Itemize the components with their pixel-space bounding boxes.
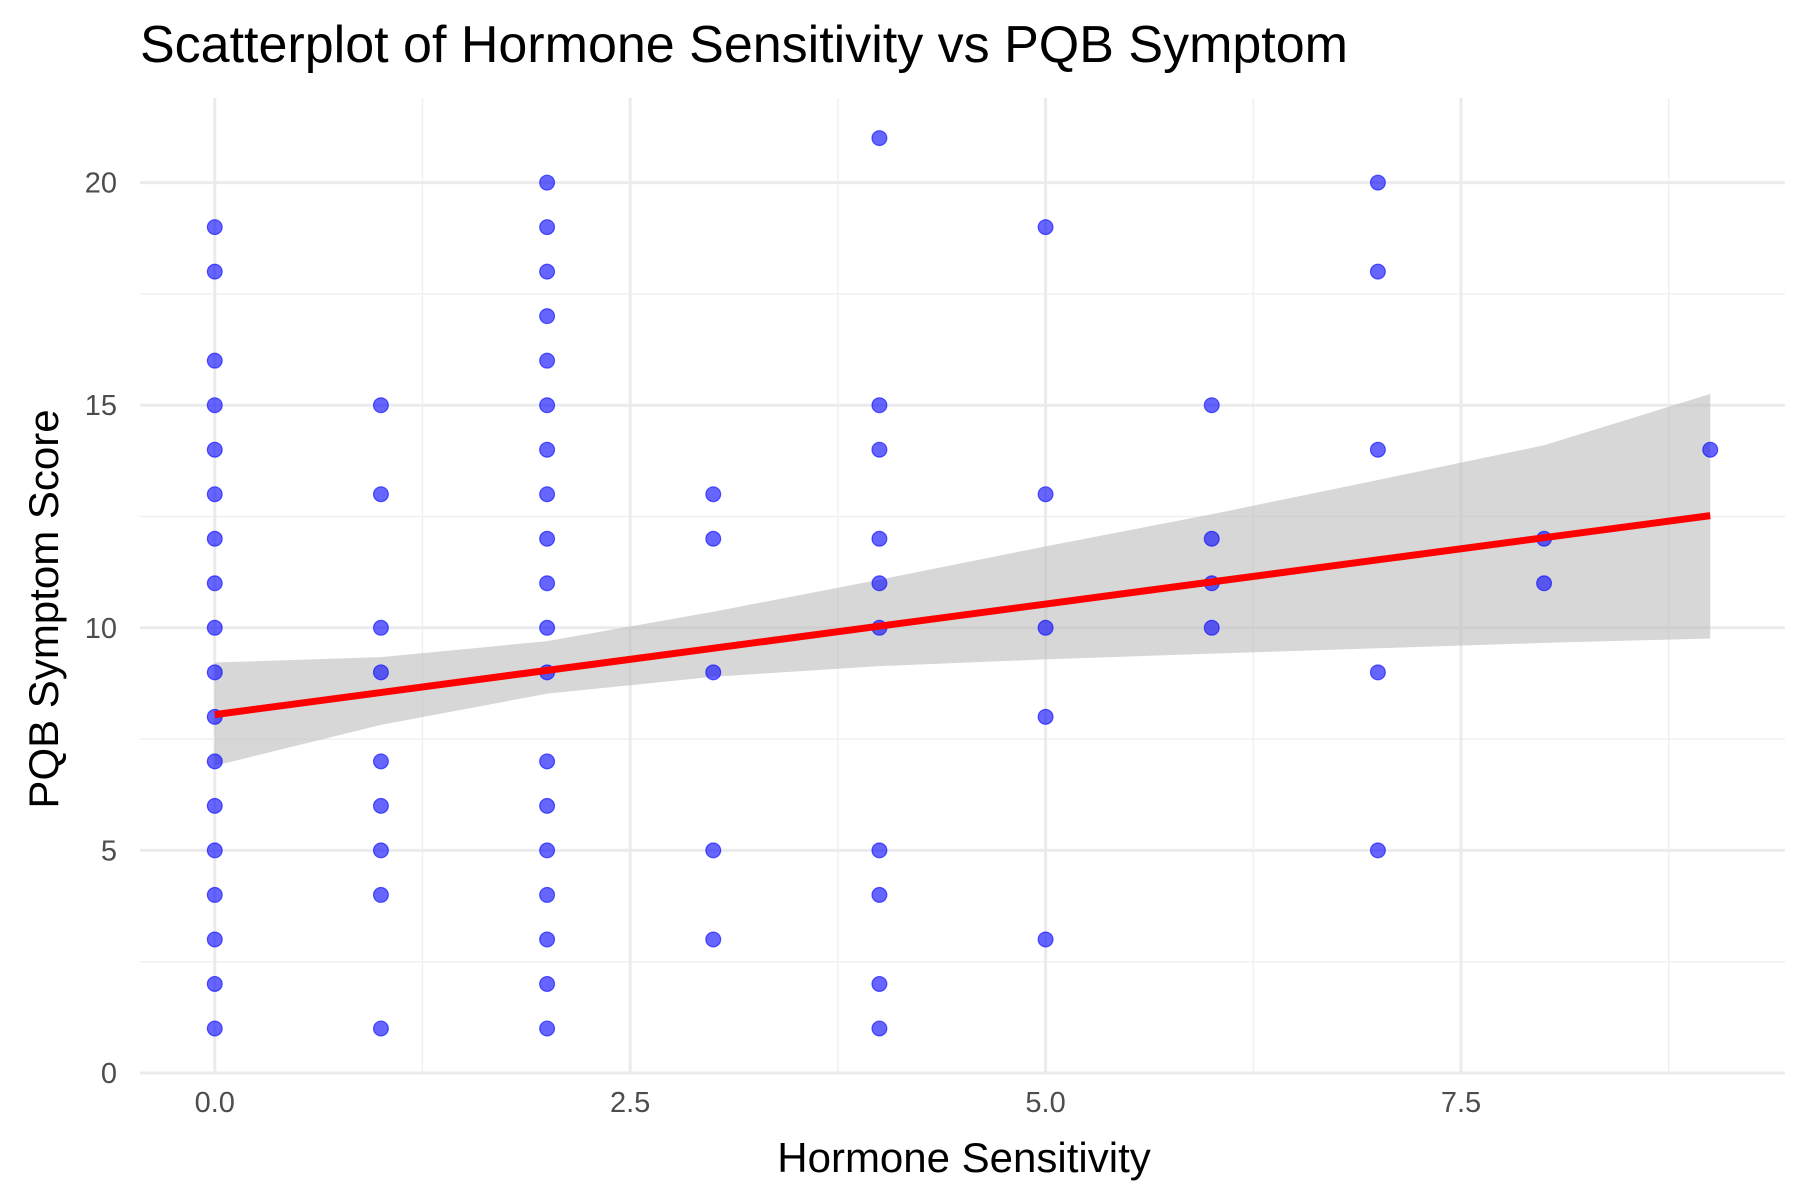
data-point bbox=[1203, 530, 1220, 547]
data-point bbox=[1203, 397, 1220, 414]
data-point bbox=[206, 842, 223, 859]
x-tick-label: 2.5 bbox=[610, 1087, 650, 1119]
data-point bbox=[539, 1020, 556, 1037]
data-point bbox=[372, 486, 389, 503]
data-point bbox=[1037, 931, 1054, 948]
data-point bbox=[1369, 441, 1386, 458]
data-point bbox=[1037, 219, 1054, 236]
data-point bbox=[539, 352, 556, 369]
data-point bbox=[539, 397, 556, 414]
confidence-band bbox=[214, 394, 1711, 766]
data-point bbox=[705, 931, 722, 948]
data-point bbox=[372, 842, 389, 859]
confidence-band-layer bbox=[214, 394, 1711, 766]
data-point bbox=[1037, 486, 1054, 503]
data-point bbox=[206, 975, 223, 992]
data-point bbox=[1369, 263, 1386, 280]
points-layer bbox=[206, 130, 1719, 1037]
data-point bbox=[1369, 664, 1386, 681]
data-point bbox=[1369, 174, 1386, 191]
data-point bbox=[206, 1020, 223, 1037]
data-point bbox=[206, 575, 223, 592]
data-point bbox=[871, 530, 888, 547]
data-point bbox=[539, 753, 556, 770]
data-point bbox=[539, 263, 556, 280]
x-tick-label: 0.0 bbox=[195, 1087, 235, 1119]
data-point bbox=[539, 842, 556, 859]
data-point bbox=[871, 842, 888, 859]
data-point bbox=[1702, 441, 1719, 458]
data-point bbox=[372, 886, 389, 903]
x-axis-title: Hormone Sensitivity bbox=[777, 1134, 1150, 1181]
data-point bbox=[539, 219, 556, 236]
y-tick-label: 20 bbox=[85, 168, 117, 200]
data-point bbox=[539, 441, 556, 458]
x-tick-label: 7.5 bbox=[1441, 1087, 1481, 1119]
fit-line-layer bbox=[214, 512, 1711, 719]
data-point bbox=[871, 397, 888, 414]
data-point bbox=[206, 352, 223, 369]
data-point bbox=[206, 397, 223, 414]
y-tick-label: 15 bbox=[85, 390, 117, 422]
y-tick-label: 0 bbox=[101, 1058, 117, 1090]
data-point bbox=[372, 619, 389, 636]
data-point bbox=[705, 486, 722, 503]
data-point bbox=[871, 975, 888, 992]
data-point bbox=[206, 263, 223, 280]
data-point bbox=[539, 975, 556, 992]
data-point bbox=[539, 308, 556, 325]
data-point bbox=[206, 797, 223, 814]
data-point bbox=[372, 664, 389, 681]
data-point bbox=[705, 530, 722, 547]
y-axis-title: PQB Symptom Score bbox=[20, 409, 67, 808]
data-point bbox=[206, 886, 223, 903]
data-point bbox=[1536, 575, 1553, 592]
data-point bbox=[539, 575, 556, 592]
data-point bbox=[372, 753, 389, 770]
data-point bbox=[1203, 619, 1220, 636]
x-tick-label: 5.0 bbox=[1025, 1087, 1065, 1119]
data-point bbox=[206, 753, 223, 770]
data-point bbox=[871, 1020, 888, 1037]
y-tick-label: 10 bbox=[85, 613, 117, 645]
data-point bbox=[539, 619, 556, 636]
data-point bbox=[1037, 619, 1054, 636]
data-point bbox=[206, 441, 223, 458]
data-point bbox=[539, 174, 556, 191]
grid bbox=[140, 98, 1785, 1075]
data-point bbox=[372, 797, 389, 814]
data-point bbox=[206, 486, 223, 503]
data-point bbox=[539, 486, 556, 503]
tick-labels: 0.0 2.5 5.0 7.5 0 5 10 15 20 bbox=[85, 168, 1481, 1119]
data-point bbox=[539, 886, 556, 903]
data-point bbox=[372, 1020, 389, 1037]
data-point bbox=[206, 619, 223, 636]
data-point bbox=[206, 219, 223, 236]
data-point bbox=[539, 530, 556, 547]
y-tick-label: 5 bbox=[101, 835, 117, 867]
data-point bbox=[1369, 842, 1386, 859]
data-point bbox=[871, 441, 888, 458]
data-point bbox=[206, 664, 223, 681]
data-point bbox=[871, 130, 888, 147]
data-point bbox=[1037, 708, 1054, 725]
data-point bbox=[871, 886, 888, 903]
data-point bbox=[539, 931, 556, 948]
chart-title: Scatterplot of Hormone Sensitivity vs PQ… bbox=[140, 16, 1348, 74]
data-point bbox=[705, 842, 722, 859]
data-point bbox=[705, 664, 722, 681]
data-point bbox=[372, 397, 389, 414]
data-point bbox=[871, 575, 888, 592]
data-point bbox=[539, 797, 556, 814]
regression-line bbox=[214, 512, 1711, 719]
data-point bbox=[206, 530, 223, 547]
data-point bbox=[206, 931, 223, 948]
